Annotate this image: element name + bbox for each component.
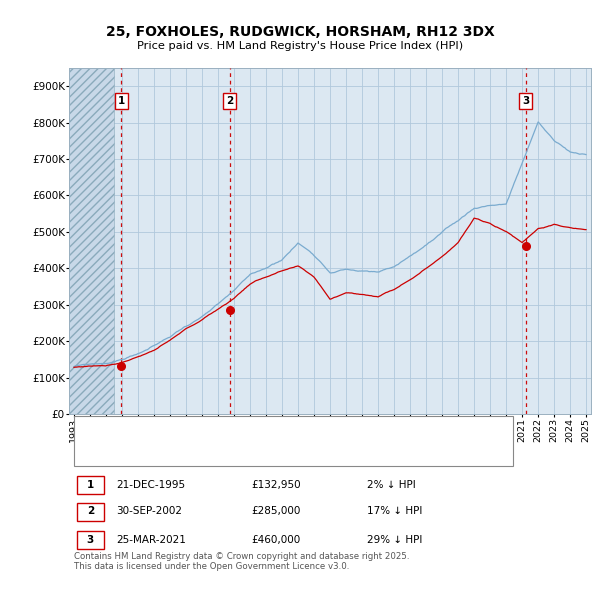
Text: HPI: Average price, detached house, Horsham: HPI: Average price, detached house, Hors…: [113, 449, 343, 459]
Text: 25, FOXHOLES, RUDGWICK, HORSHAM, RH12 3DX (detached house): 25, FOXHOLES, RUDGWICK, HORSHAM, RH12 3D…: [113, 424, 454, 434]
Text: 17% ↓ HPI: 17% ↓ HPI: [367, 506, 422, 516]
FancyBboxPatch shape: [77, 531, 104, 549]
Text: £132,950: £132,950: [252, 480, 301, 490]
Text: 1: 1: [87, 480, 94, 490]
Text: £285,000: £285,000: [252, 506, 301, 516]
Text: 2% ↓ HPI: 2% ↓ HPI: [367, 480, 415, 490]
Text: 25-MAR-2021: 25-MAR-2021: [116, 535, 186, 545]
FancyBboxPatch shape: [77, 503, 104, 521]
Text: 30-SEP-2002: 30-SEP-2002: [116, 506, 182, 516]
Bar: [69, 68, 114, 414]
FancyBboxPatch shape: [77, 476, 104, 494]
Text: 3: 3: [87, 535, 94, 545]
Text: £460,000: £460,000: [252, 535, 301, 545]
Text: 1: 1: [118, 96, 125, 106]
FancyBboxPatch shape: [74, 416, 513, 466]
Text: Contains HM Land Registry data © Crown copyright and database right 2025.
This d: Contains HM Land Registry data © Crown c…: [74, 552, 410, 571]
Text: 2: 2: [87, 506, 94, 516]
Text: 25, FOXHOLES, RUDGWICK, HORSHAM, RH12 3DX: 25, FOXHOLES, RUDGWICK, HORSHAM, RH12 3D…: [106, 25, 494, 40]
Text: Price paid vs. HM Land Registry's House Price Index (HPI): Price paid vs. HM Land Registry's House …: [137, 41, 463, 51]
Text: 21-DEC-1995: 21-DEC-1995: [116, 480, 185, 490]
Text: 29% ↓ HPI: 29% ↓ HPI: [367, 535, 422, 545]
Text: 3: 3: [522, 96, 529, 106]
Text: 2: 2: [226, 96, 233, 106]
